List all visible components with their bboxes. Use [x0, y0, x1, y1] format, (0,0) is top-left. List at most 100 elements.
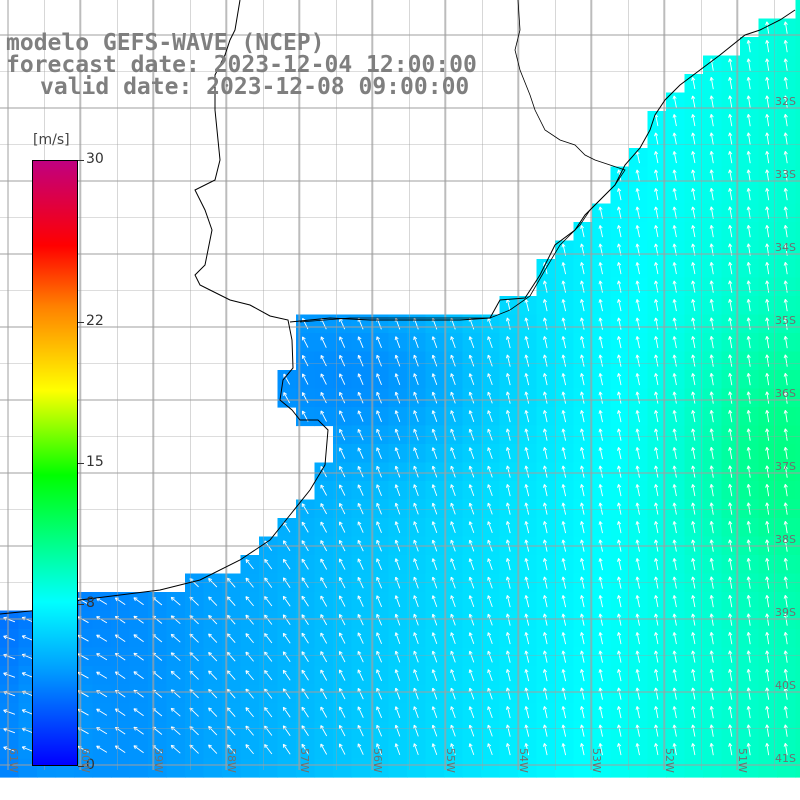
- wind-arrow-head: [542, 280, 545, 285]
- wind-arrow-head: [358, 336, 362, 340]
- wind-arrow-head: [561, 724, 564, 729]
- wind-arrow-head: [672, 687, 675, 692]
- wind-speed-cell: [481, 758, 501, 778]
- wind-arrow-head: [431, 725, 434, 729]
- wind-arrow: [3, 746, 16, 752]
- wind-arrow-head: [450, 743, 452, 748]
- wind-arrow-head: [766, 243, 770, 247]
- wind-arrow-head: [524, 502, 527, 507]
- wind-arrow-head: [728, 169, 731, 174]
- wind-arrow-head: [746, 280, 749, 285]
- wind-arrow-head: [784, 225, 788, 229]
- wind-arrow-head: [617, 484, 619, 488]
- wind-arrow-head: [747, 151, 751, 155]
- wind-arrow-head: [450, 447, 452, 452]
- wind-arrow-head: [672, 539, 675, 544]
- wind-arrow: [747, 558, 751, 571]
- wind-arrow-head: [728, 206, 731, 211]
- colorbar-tick-mark: [78, 160, 84, 161]
- wind-arrow-head: [339, 336, 343, 340]
- wind-arrow: [692, 206, 696, 219]
- wind-arrow: [282, 633, 291, 644]
- wind-arrow: [376, 484, 382, 496]
- wind-arrow: [506, 558, 511, 571]
- wind-arrow-head: [617, 428, 619, 433]
- wind-arrow: [562, 743, 567, 756]
- wind-arrow: [506, 650, 511, 663]
- wind-arrow-head: [506, 502, 511, 506]
- wind-arrow-head: [617, 262, 619, 266]
- wind-arrow: [562, 484, 567, 497]
- wind-arrow-head: [783, 132, 786, 137]
- wind-arrow-head: [673, 151, 677, 155]
- wind-arrow-head: [617, 613, 619, 618]
- wind-arrow-head: [765, 428, 768, 433]
- wind-arrow-head: [618, 706, 622, 710]
- wind-arrow-head: [618, 632, 622, 636]
- wind-arrow: [469, 595, 475, 608]
- wind-arrow: [766, 465, 770, 478]
- wind-arrow: [618, 687, 622, 700]
- wind-arrow: [636, 724, 640, 737]
- wind-arrow-head: [227, 633, 231, 636]
- wind-arrow-head: [673, 687, 677, 691]
- wind-arrow-head: [766, 114, 770, 118]
- wind-arrow-head: [672, 169, 675, 174]
- wind-arrow: [208, 596, 218, 606]
- wind-arrow-head: [468, 466, 471, 470]
- wind-arrow-head: [525, 428, 529, 432]
- wind-arrow-head: [450, 428, 455, 432]
- wind-arrow-head: [636, 595, 640, 599]
- wind-arrow: [766, 77, 770, 90]
- wind-arrow-head: [525, 410, 529, 414]
- wind-arrow-head: [357, 669, 362, 673]
- wind-arrow: [339, 614, 346, 626]
- wind-arrow-head: [468, 429, 471, 433]
- wind-arrow-head: [765, 151, 768, 155]
- wind-arrow-head: [3, 709, 8, 711]
- wind-arrow-head: [524, 354, 527, 359]
- wind-arrow-head: [171, 615, 175, 618]
- wind-arrow: [618, 262, 622, 275]
- wind-arrow-head: [654, 484, 657, 488]
- wind-arrow-head: [450, 632, 455, 636]
- wind-arrow-head: [580, 743, 582, 747]
- wind-arrow-head: [468, 410, 471, 415]
- wind-arrow: [376, 336, 382, 348]
- wind-arrow-head: [542, 262, 545, 266]
- wind-speed-cell: [795, 573, 800, 593]
- wind-arrow: [729, 465, 733, 478]
- wind-arrow: [710, 262, 714, 275]
- wind-arrow-head: [394, 392, 397, 396]
- wind-arrow-head: [170, 597, 173, 601]
- wind-arrow: [22, 672, 34, 678]
- wind-arrow-head: [710, 225, 714, 229]
- wind-arrow: [339, 632, 346, 644]
- wind-arrow: [376, 429, 382, 441]
- wind-arrow-head: [561, 743, 564, 747]
- wind-arrow-head: [245, 744, 250, 747]
- wind-arrow: [506, 669, 511, 682]
- wind-arrow: [543, 595, 548, 608]
- wind-arrow: [208, 689, 218, 699]
- wind-arrow: [376, 651, 383, 663]
- wind-arrow-head: [450, 484, 455, 488]
- wind-arrow: [487, 706, 493, 719]
- wind-arrow-head: [524, 299, 527, 303]
- wind-arrow-head: [692, 132, 696, 136]
- wind-arrow-head: [691, 299, 694, 303]
- wind-arrow-head: [562, 391, 566, 395]
- wind-arrow: [562, 373, 567, 386]
- wind-arrow-head: [524, 336, 527, 340]
- wind-arrow: [413, 447, 419, 460]
- wind-arrow-head: [709, 391, 712, 396]
- wind-arrow: [525, 613, 530, 626]
- wind-arrow: [208, 707, 218, 717]
- wind-arrow-head: [450, 502, 455, 506]
- longitude-label: 60W: [79, 748, 92, 773]
- wind-arrow-head: [21, 746, 25, 750]
- wind-arrow: [655, 225, 659, 238]
- wind-speed-cell: [795, 277, 800, 297]
- wind-arrow-head: [245, 670, 248, 675]
